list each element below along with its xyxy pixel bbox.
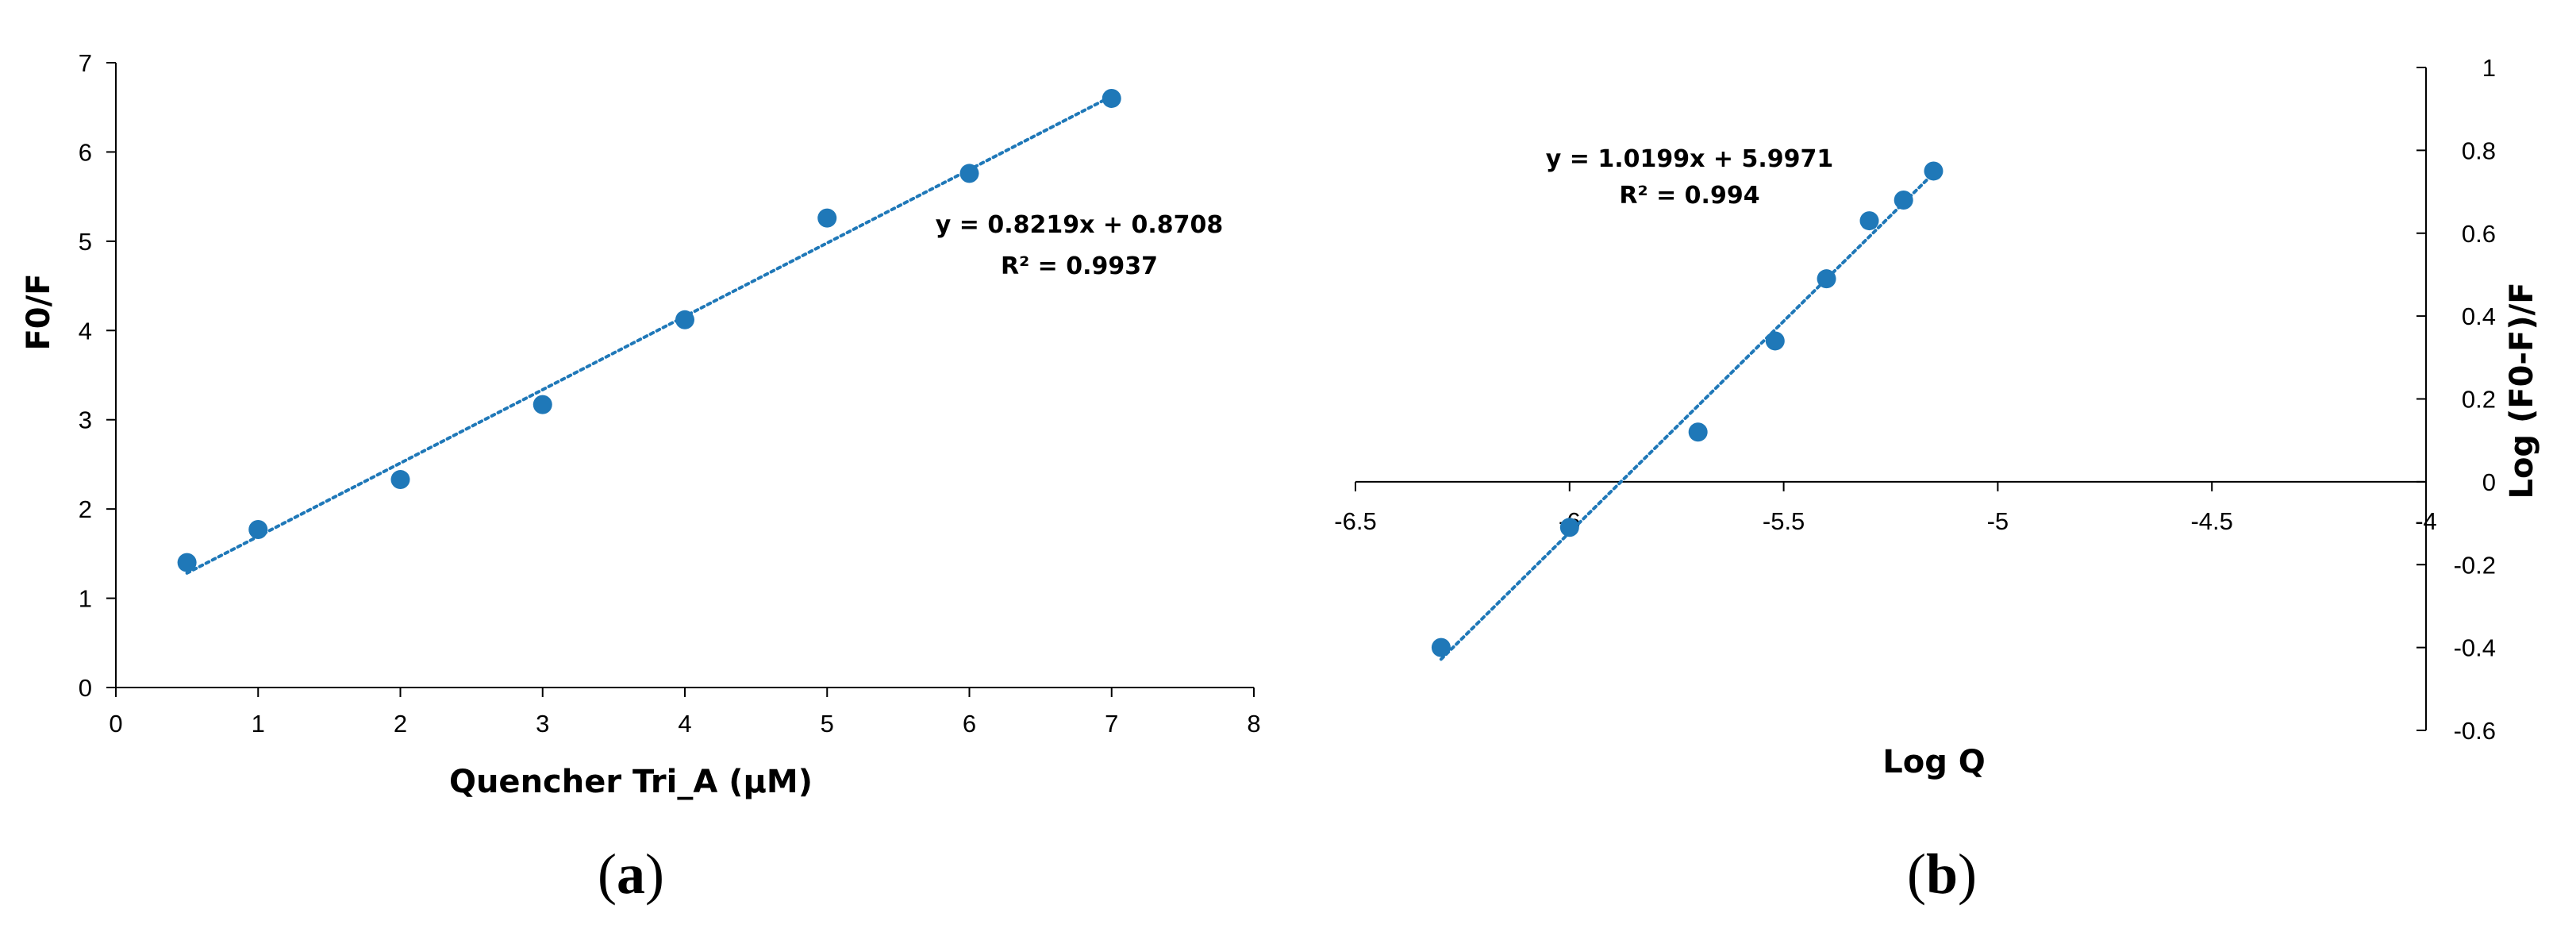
chart-b-y-tick-label: 0.8	[2462, 137, 2496, 164]
chart-b-point	[1924, 161, 1944, 181]
chart-b-point	[1431, 637, 1451, 657]
chart-a-y-tick-label: 1	[79, 585, 92, 613]
chart-b-panel-label: (b)	[1907, 842, 1977, 906]
chart-a-panel-letter: a	[617, 842, 645, 906]
chart-b-equation: y = 1.0199x + 5.9971	[1546, 145, 1834, 173]
chart-b-axes: -0.6-0.4-0.200.20.40.60.81-6.5-6-5.5-5-4…	[1334, 54, 2496, 745]
chart-b-x-tick-label: -4.5	[2190, 507, 2232, 535]
chart-b-y-tick-label: -0.6	[2454, 717, 2496, 745]
chart-b-point	[1859, 211, 1879, 231]
chart-b-x-tick-label: -5.5	[1763, 507, 1805, 535]
chart-a-x-tick-label: 8	[1247, 710, 1260, 738]
chart-a-point	[959, 164, 979, 183]
chart-a-y-tick-label: 5	[79, 228, 92, 256]
chart-a-y-tick-label: 4	[79, 317, 92, 345]
chart-a-point	[248, 520, 268, 540]
chart-b-y-tick-label: 1	[2482, 54, 2496, 82]
chart-b-point	[1688, 422, 1708, 442]
chart-a-y-tick-label: 6	[79, 138, 92, 166]
chart-b-y-tick-label: 0.4	[2462, 302, 2496, 330]
chart-b-r-squared: R² = 0.994	[1619, 182, 1759, 210]
chart-a-point	[390, 470, 410, 490]
chart-b-y-tick-label: 0.2	[2462, 386, 2496, 414]
chart-a-equation: y = 0.8219x + 0.8708	[936, 211, 1224, 239]
chart-b-y-tick-label: 0.6	[2462, 220, 2496, 248]
chart-a-x-tick-label: 6	[963, 710, 976, 738]
chart-a-x-tick-label: 7	[1105, 710, 1118, 738]
chart-b-x-tick-label: -4	[2415, 507, 2437, 535]
chart-a-panel-label: (a)	[598, 842, 664, 906]
chart-a-point	[817, 208, 837, 228]
chart-a-xlabel: Quencher Tri_A (µM)	[449, 764, 813, 800]
chart-a-x-tick-label: 3	[536, 710, 549, 738]
chart-a-x-tick-label: 2	[394, 710, 407, 738]
chart-b-x-tick-label: -5	[1987, 507, 2009, 535]
chart-b: Log (F0-F)/F Log Q y = 1.0199x + 5.9971 …	[1334, 54, 2540, 906]
chart-a: F0/F Quencher Tri_A (µM) y = 0.8219x + 0…	[21, 49, 1261, 906]
chart-a-x-tick-label: 1	[252, 710, 265, 738]
chart-a-x-tick-label: 5	[821, 710, 834, 738]
chart-b-point	[1894, 191, 1913, 210]
chart-a-point	[675, 310, 694, 329]
chart-b-point	[1765, 331, 1785, 351]
chart-b-trendline-group	[1439, 171, 1936, 661]
chart-b-points	[1431, 161, 1944, 657]
chart-a-point	[177, 553, 197, 572]
chart-b-trendline	[1439, 171, 1936, 661]
chart-a-r-squared: R² = 0.9937	[1001, 252, 1158, 280]
chart-a-ylabel: F0/F	[21, 273, 57, 350]
chart-b-point	[1817, 269, 1836, 289]
chart-b-point	[1559, 518, 1579, 537]
chart-a-y-tick-label: 7	[79, 49, 92, 77]
chart-b-y-tick-label: -0.4	[2454, 634, 2496, 662]
chart-a-x-tick-label: 4	[678, 710, 691, 738]
chart-a-trendline	[185, 94, 1113, 575]
chart-b-ylabel: Log (F0-F)/F	[2504, 282, 2540, 499]
chart-a-points	[177, 88, 1121, 572]
chart-a-y-axis-title: F0/F	[21, 273, 57, 350]
chart-a-point	[533, 395, 552, 414]
chart-a-y-tick-label: 3	[79, 406, 92, 434]
chart-b-y-tick-label: 0	[2482, 468, 2496, 496]
chart-b-xlabel: Log Q	[1882, 744, 1986, 780]
chart-b-panel-letter: b	[1926, 842, 1958, 906]
chart-a-y-tick-label: 0	[79, 674, 92, 702]
chart-b-x-tick-label: -6.5	[1334, 507, 1376, 535]
chart-b-y-tick-label: -0.2	[2454, 551, 2496, 579]
chart-a-trendline-group	[185, 94, 1113, 575]
chart-a-y-tick-label: 2	[79, 495, 92, 523]
chart-a-x-tick-label: 0	[109, 710, 122, 738]
chart-a-point	[1102, 88, 1121, 108]
chart-a-axes: 0 1 2 3 4 5 6 7 0 1 2 3 4 5 6 7 8	[79, 49, 1261, 738]
